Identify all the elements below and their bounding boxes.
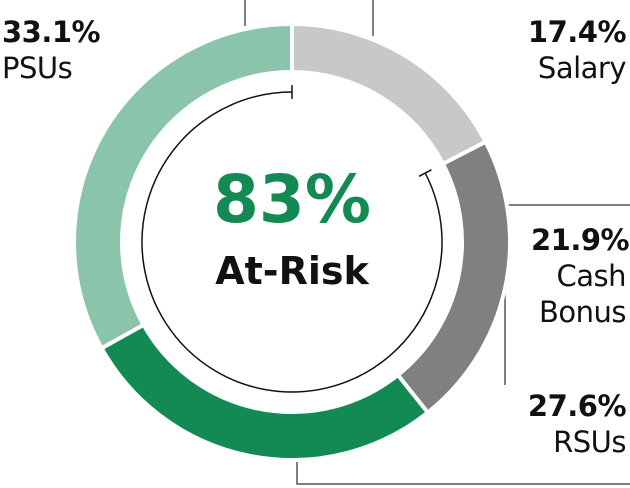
category-label: PSUs bbox=[2, 51, 73, 85]
center-label: At-Risk bbox=[215, 249, 369, 293]
at-risk-arc bbox=[141, 91, 443, 393]
category-label: Cash Bonus bbox=[538, 259, 627, 329]
category-label: Salary bbox=[537, 51, 627, 85]
value-label: 21.9% bbox=[531, 223, 630, 257]
value-label: 17.4% bbox=[527, 15, 627, 49]
segment-label: 17.4% Salary bbox=[426, 14, 627, 86]
center-value: 83% bbox=[213, 161, 371, 238]
donut-segment bbox=[98, 322, 431, 462]
arc-tick bbox=[418, 169, 432, 177]
donut-segment bbox=[72, 21, 294, 351]
category-label: RSUs bbox=[553, 425, 626, 459]
segment-label: 21.9% Cash Bonus bbox=[531, 222, 630, 330]
donut-segment bbox=[395, 139, 512, 416]
segment-label: 27.6% RSUs bbox=[426, 388, 627, 460]
value-label: 33.1% bbox=[2, 15, 101, 49]
leader-line bbox=[296, 462, 630, 485]
segment-label: 33.1% PSUs bbox=[2, 14, 202, 86]
value-label: 27.6% bbox=[527, 389, 627, 423]
